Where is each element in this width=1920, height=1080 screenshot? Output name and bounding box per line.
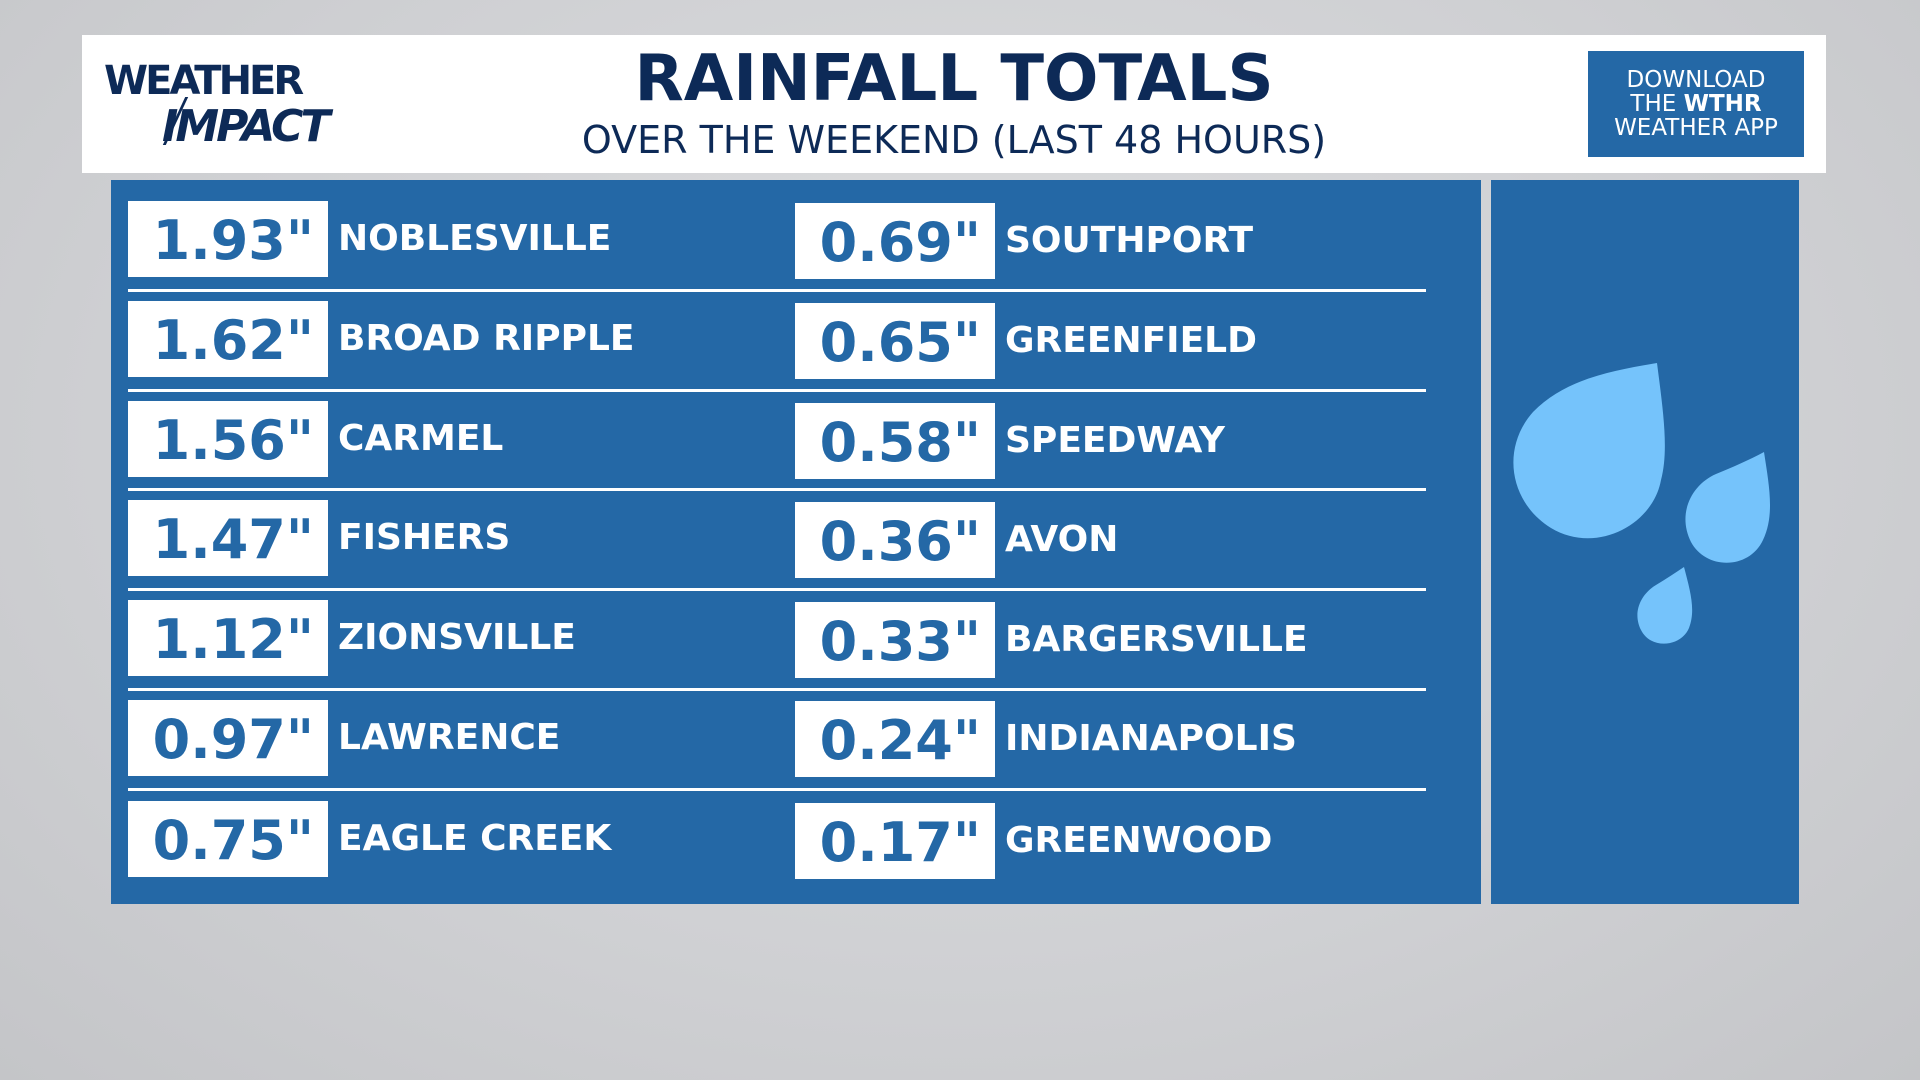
location-label: FISHERS <box>338 517 511 558</box>
rainfall-value: 1.12" <box>128 600 328 676</box>
row-divider <box>128 488 1426 491</box>
page-title: RAINFALL TOTALS <box>634 42 1274 116</box>
page-subtitle: OVER THE WEEKEND (LAST 48 HOURS) <box>581 118 1327 162</box>
rainfall-value: 1.47" <box>128 500 328 576</box>
location-label: NOBLESVILLE <box>338 218 612 259</box>
app-badge-line3: WEATHER APP <box>1614 115 1778 141</box>
rainfall-value: 0.69" <box>795 203 995 279</box>
location-label: CARMEL <box>338 418 504 459</box>
header-bar: WEATHER IMPACT RAINFALL TOTALS OVER THE … <box>82 35 1826 173</box>
app-badge-line2-prefix: THE <box>1630 91 1684 117</box>
location-label: SPEEDWAY <box>1005 420 1225 461</box>
row-divider <box>128 289 1426 292</box>
medium-raindrop-icon <box>1685 452 1771 563</box>
location-label: GREENWOOD <box>1005 820 1273 861</box>
rainfall-value: 0.58" <box>795 403 995 479</box>
app-badge-line2: THE WTHR <box>1588 92 1804 116</box>
large-raindrop-icon <box>1513 363 1665 539</box>
location-label: INDIANAPOLIS <box>1005 718 1297 759</box>
location-label: ZIONSVILLE <box>338 617 576 658</box>
logo-impact-text: IMPACT <box>162 101 330 152</box>
logo-weather-text: WEATHER <box>104 58 304 104</box>
rainfall-value: 0.17" <box>795 803 995 879</box>
row-divider <box>128 389 1426 392</box>
location-label: GREENFIELD <box>1005 320 1257 361</box>
rainfall-value: 0.65" <box>795 303 995 379</box>
row-divider <box>128 788 1426 791</box>
location-label: LAWRENCE <box>338 717 561 758</box>
rainfall-value: 1.62" <box>128 301 328 377</box>
rainfall-value: 1.93" <box>128 201 328 277</box>
download-app-badge[interactable]: DOWNLOAD THE WTHR WEATHER APP <box>1588 51 1804 157</box>
app-badge-line1: DOWNLOAD <box>1626 67 1766 93</box>
row-divider <box>128 688 1426 691</box>
row-divider <box>128 588 1426 591</box>
raindrops-icon <box>1513 363 1771 644</box>
rainfall-value: 0.33" <box>795 602 995 678</box>
location-label: BROAD RIPPLE <box>338 318 635 359</box>
rainfall-value: 0.75" <box>128 801 328 877</box>
rainfall-value: 0.24" <box>795 701 995 777</box>
location-label: SOUTHPORT <box>1005 220 1254 261</box>
app-badge-line2-bold: WTHR <box>1683 91 1762 117</box>
rainfall-value: 0.36" <box>795 502 995 578</box>
rain-graphic-panel <box>1491 180 1799 904</box>
location-label: AVON <box>1005 519 1119 560</box>
location-label: EAGLE CREEK <box>338 818 612 859</box>
rainfall-value: 1.56" <box>128 401 328 477</box>
rainfall-value: 0.97" <box>128 700 328 776</box>
small-raindrop-icon <box>1637 567 1693 644</box>
location-label: BARGERSVILLE <box>1005 619 1308 660</box>
weather-impact-logo: WEATHER IMPACT <box>104 59 364 159</box>
